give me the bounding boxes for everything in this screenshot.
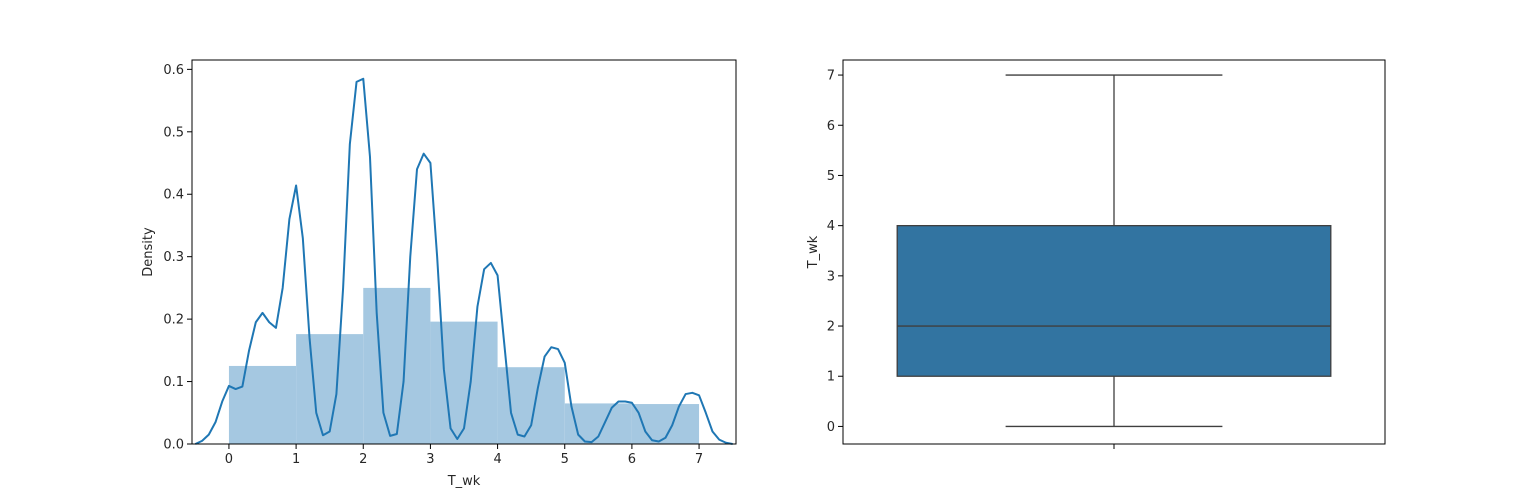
x-tick-label: 7: [695, 452, 703, 467]
y-tick-label: 0.0: [163, 438, 184, 453]
y-tick-label: 4: [827, 219, 835, 234]
boxplot-y-ticks: 0 1 2 3 4 5 6 7: [827, 69, 843, 435]
histogram-y-axis-label: Density: [141, 227, 156, 277]
x-tick-label: 5: [561, 452, 569, 467]
histogram-x-axis-label: T_wk: [447, 474, 481, 489]
y-tick-label: 6: [827, 119, 835, 134]
x-tick-label: 3: [426, 452, 434, 467]
y-tick-label: 0.3: [163, 250, 184, 265]
x-tick-label: 6: [628, 452, 636, 467]
interquartile-box: [896, 224, 1332, 377]
y-tick-label: 3: [827, 269, 835, 284]
histogram-bar: [363, 287, 431, 444]
y-tick-label: 0: [827, 420, 835, 435]
y-tick-label: 0.6: [163, 63, 184, 78]
y-tick-label: 0.4: [163, 188, 184, 203]
y-tick-label: 0.5: [163, 125, 184, 140]
kde-line: [194, 77, 733, 445]
y-tick-label: 1: [827, 370, 835, 385]
x-tick-label: 1: [292, 452, 300, 467]
histogram-axes-frame: [191, 59, 737, 445]
y-tick-label: 5: [827, 169, 835, 184]
x-tick-label: 0: [225, 452, 233, 467]
histogram-x-ticks: 0 1 2 3 4 5 6 7: [225, 444, 703, 467]
boxplot-y-axis-label: T_wk: [806, 235, 821, 269]
histogram-panel: 0 1 2 3 4 5 6 7 0.0 0.1 0.2 0.3 0.4 0.5 0.6 T_wk Dens…: [141, 59, 737, 489]
histogram-bar: [228, 365, 297, 444]
y-tick-label: 2: [827, 320, 835, 335]
histogram-bar: [296, 334, 364, 444]
histogram-y-ticks: 0.0 0.1 0.2 0.3 0.4 0.5 0.6: [163, 63, 192, 453]
y-tick-label: 0.2: [163, 313, 184, 328]
x-tick-label: 4: [493, 452, 501, 467]
y-tick-label: 0.1: [163, 375, 184, 390]
y-tick-label: 7: [827, 69, 835, 84]
boxplot-panel: 0 1 2 3 4 5 6 7 T_wk: [806, 59, 1386, 449]
x-tick-label: 2: [359, 452, 367, 467]
boxplot-elements: [896, 74, 1332, 428]
